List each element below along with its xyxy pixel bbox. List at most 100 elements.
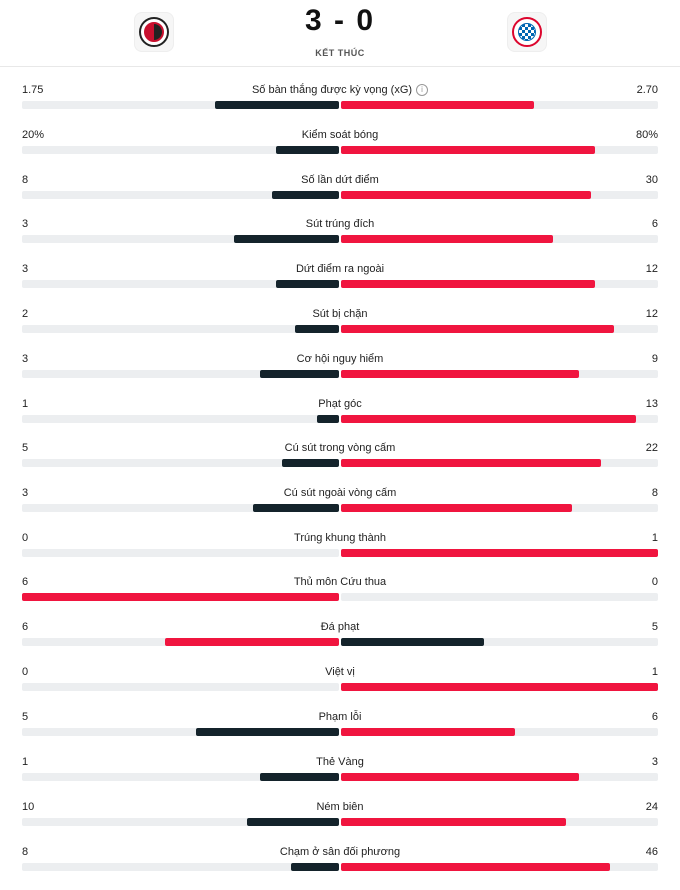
away-stat-bar [341,280,595,288]
away-stat-track [341,191,658,199]
stat-row: 20% Kiểm soát bóng 80% [0,129,680,173]
away-stat-bar [341,191,592,199]
home-stat-bar [294,325,339,333]
stat-label: Phạt góc [0,398,680,410]
feyenoord-crest-icon [139,17,169,47]
home-stat-value: 2 [22,308,29,320]
home-stat-bar [259,370,339,378]
stat-label: Cú sút trong vòng cấm [0,442,680,454]
bayern-munich-crest-icon [512,17,542,47]
away-stat-track [341,101,658,109]
away-stat-track [341,549,658,557]
stat-label: Thủ môn Cứu thua [0,576,680,588]
home-stat-value: 1.75 [22,84,44,96]
home-stat-value: 8 [22,174,29,186]
away-stat-value: 6 [651,218,658,230]
home-stat-bar [196,728,339,736]
away-stat-value: 46 [645,846,658,858]
away-stat-bar [341,863,611,871]
away-stat-bar [341,101,535,109]
stat-label: Sút bị chặn [0,308,680,320]
stat-row: 3 Cơ hội nguy hiểm 9 [0,353,680,397]
away-stat-track [341,325,658,333]
home-team-crest[interactable] [134,12,174,52]
away-stat-bar [341,683,658,691]
home-stat-track [22,504,339,512]
away-stat-bar [341,728,516,736]
stat-label: Chạm ở sân đối phương [0,846,680,858]
home-stat-bar [164,638,339,646]
stat-label-text: Sút trúng đích [305,218,375,230]
home-stat-track [22,101,339,109]
match-header: 3 - 0 KẾT THÚC [0,0,680,66]
away-stat-bar [341,325,614,333]
stat-label: Ném biên [0,801,680,813]
away-stat-bar [341,818,567,826]
stat-label-text: Số bàn thắng được kỳ vọng (xG) [251,84,413,96]
home-stat-value: 1 [22,756,29,768]
away-stat-track [341,728,658,736]
away-stat-track [341,773,658,781]
away-stat-bar [341,459,601,467]
home-stat-bar [272,191,339,199]
away-stat-bar [341,504,573,512]
home-stat-value: 5 [22,442,29,454]
away-stat-value: 0 [651,576,658,588]
stat-label: Trúng khung thành [0,532,680,544]
away-stat-value: 9 [651,353,658,365]
home-stat-track [22,638,339,646]
stat-label-text: Cơ hội nguy hiểm [296,353,384,365]
away-stat-bar [341,146,595,154]
stat-label: Cơ hội nguy hiểm [0,353,680,365]
away-team-crest[interactable] [507,12,547,52]
away-stat-value: 3 [651,756,658,768]
home-stat-value: 10 [22,801,35,813]
away-stat-value: 1 [651,666,658,678]
stat-row: 8 Số lần dứt điểm 30 [0,174,680,218]
stat-label-text: Phạm lỗi [318,711,362,723]
away-stat-bar [341,370,579,378]
home-stat-value: 0 [22,666,29,678]
away-stat-value: 1 [651,532,658,544]
home-stat-track [22,593,339,601]
away-stat-bar [341,549,658,557]
home-stat-bar [259,773,339,781]
stat-row: 3 Cú sút ngoài vòng cấm 8 [0,487,680,531]
away-stat-value: 5 [651,621,658,633]
stat-row: 1 Thẻ Vàng 3 [0,756,680,800]
stat-label: Số lần dứt điểm [0,174,680,186]
away-stat-value: 8 [651,487,658,499]
stat-label-text: Sút bị chặn [312,308,368,320]
stat-row: 5 Phạm lỗi 6 [0,711,680,755]
home-stat-track [22,728,339,736]
home-stat-value: 20% [22,129,45,141]
stat-label-text: Dứt điểm ra ngoài [295,263,385,275]
stat-label-text: Cú sút ngoài vòng cấm [283,487,397,499]
home-stat-value: 3 [22,263,29,275]
home-stat-value: 3 [22,487,29,499]
home-stat-bar [316,415,339,423]
stat-label-text: Số lần dứt điểm [301,174,379,186]
away-stat-track [341,235,658,243]
home-stat-track [22,683,339,691]
away-stat-track [341,504,658,512]
away-stat-bar [341,415,636,423]
away-stat-value: 80% [635,129,658,141]
stat-label-text: Kiểm soát bóng [301,129,379,141]
home-stat-value: 8 [22,846,29,858]
away-stat-track [341,593,658,601]
stat-label-text: Ném biên [316,801,364,813]
home-stat-track [22,773,339,781]
home-stat-value: 1 [22,398,29,410]
stat-row: 5 Cú sút trong vòng cấm 22 [0,442,680,486]
away-stat-track [341,370,658,378]
stat-label: Việt vị [0,666,680,678]
info-icon[interactable]: i [416,84,429,97]
home-stat-bar [253,504,339,512]
home-stat-bar [215,101,339,109]
stat-label: Sút trúng đích [0,218,680,230]
stat-row: 0 Việt vị 1 [0,666,680,710]
home-stat-bar [291,863,339,871]
away-stat-value: 12 [645,308,658,320]
home-stat-value: 0 [22,532,29,544]
